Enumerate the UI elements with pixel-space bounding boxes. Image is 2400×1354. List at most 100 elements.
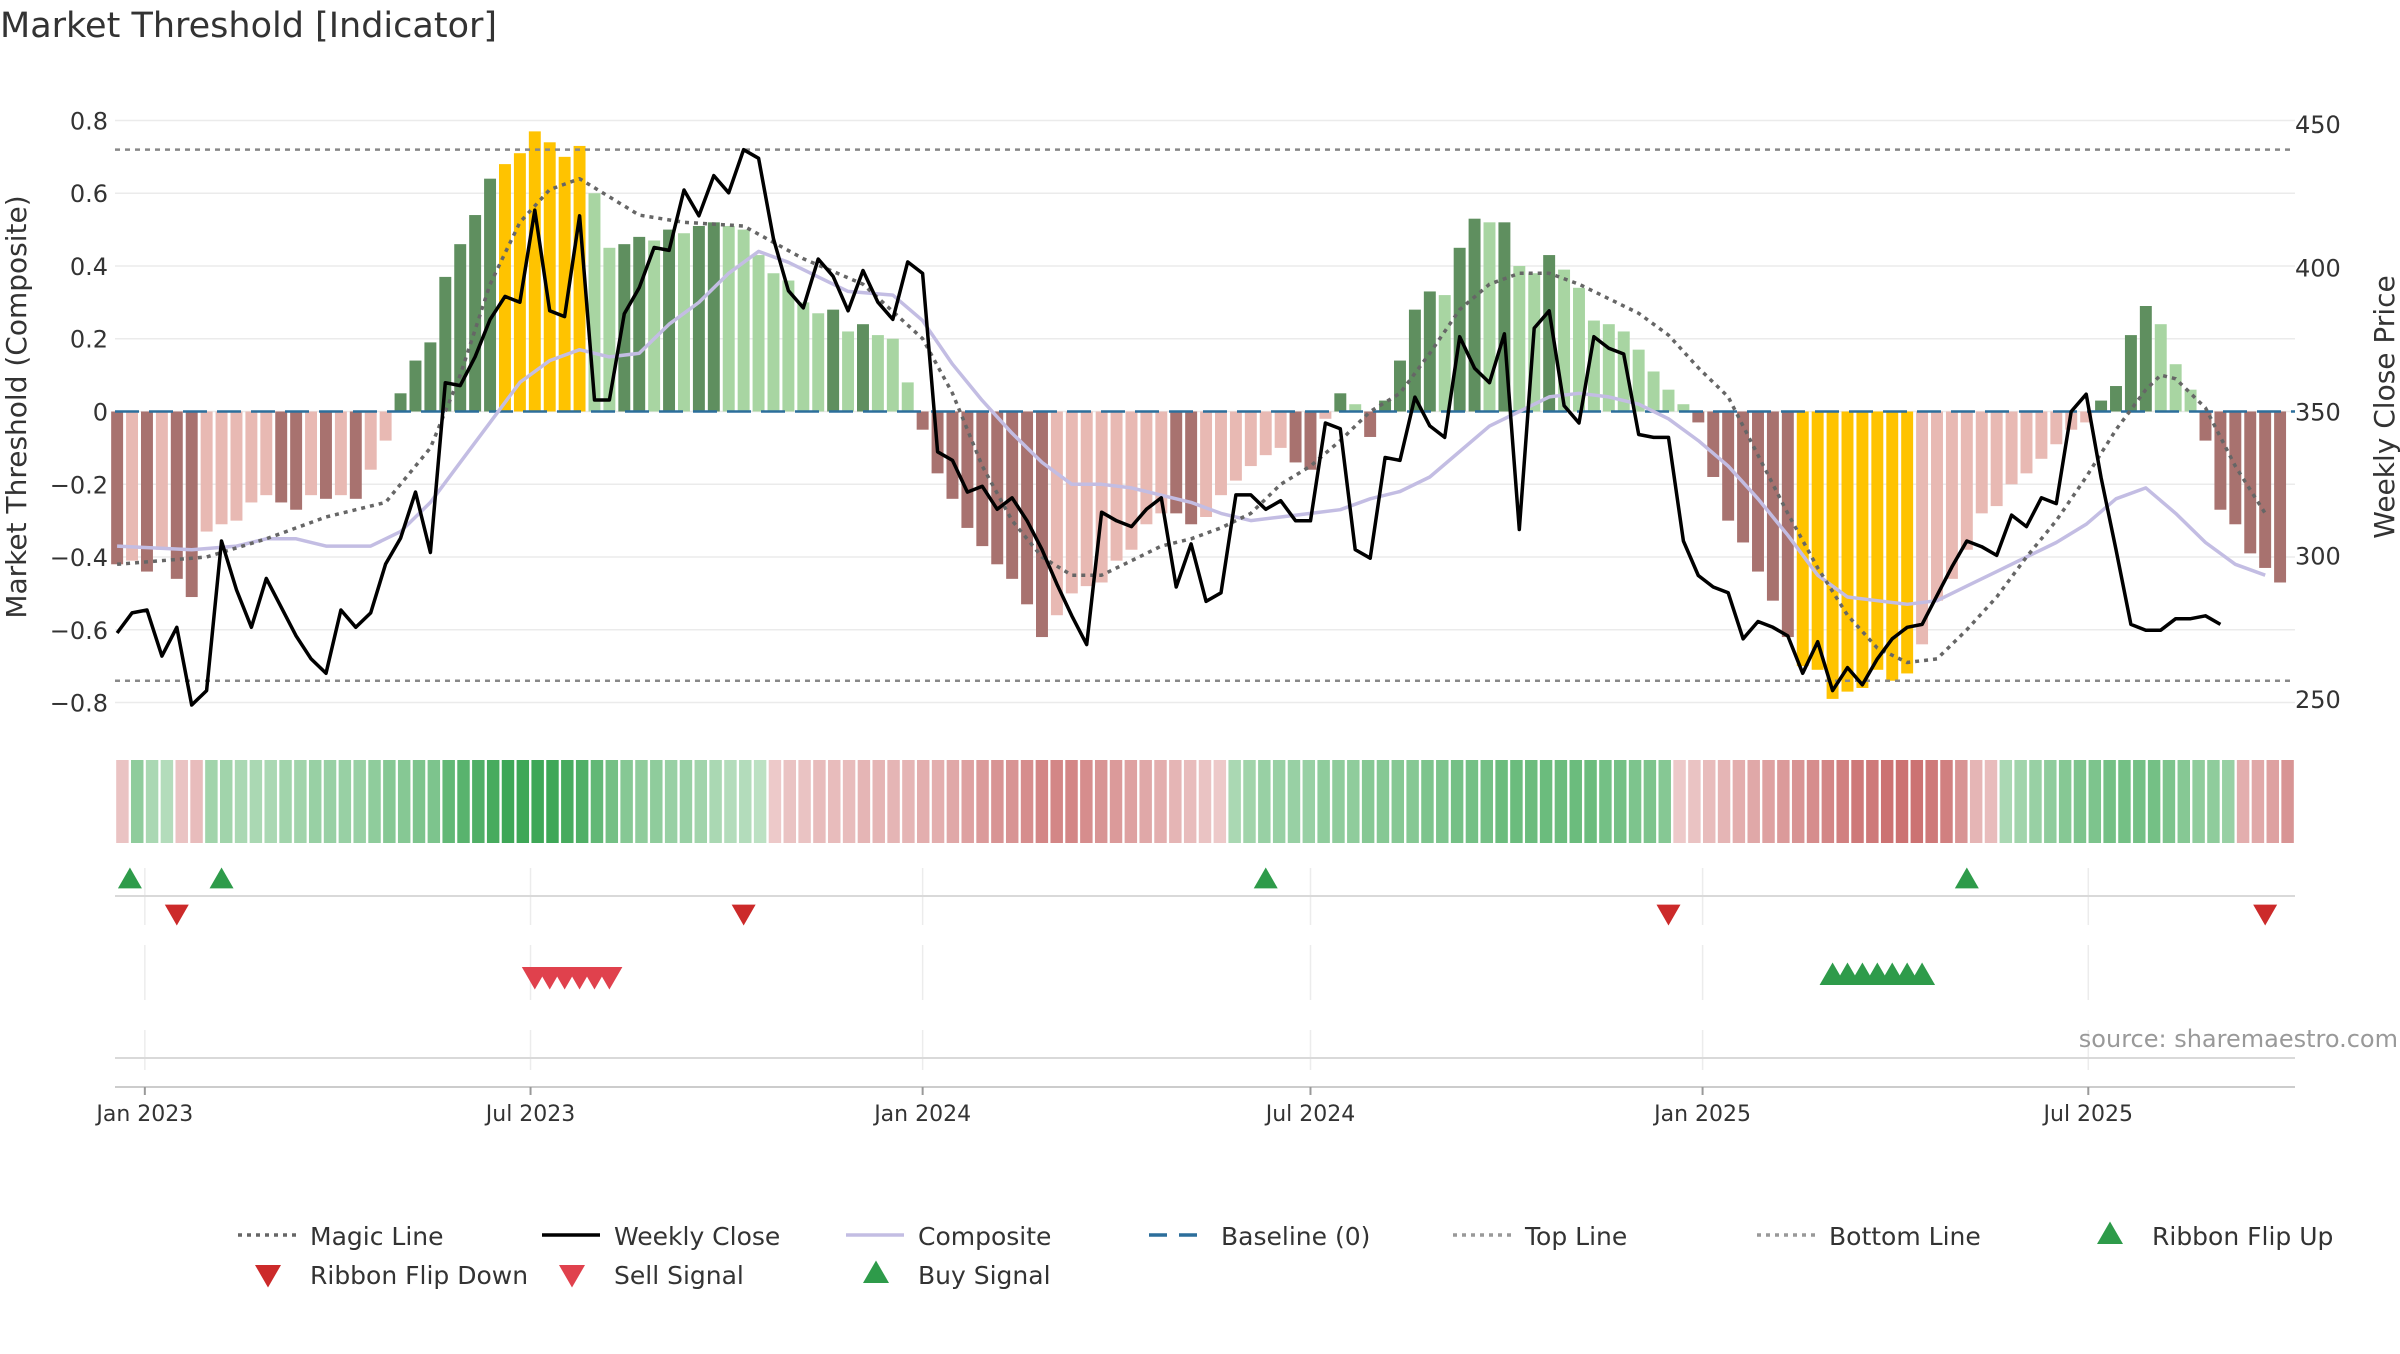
ribbon-cell [709,760,722,843]
ribbon-cell [205,760,218,843]
ribbon-cell [1317,760,1330,843]
composite-bar [2244,411,2257,554]
composite-bar [976,411,989,547]
composite-bar [245,411,258,503]
composite-bar [991,411,1004,565]
composite-bar [469,215,482,412]
ribbon-cell [1465,760,1479,843]
composite-bar [1692,411,1705,423]
composite-bar [1140,411,1153,525]
ribbon-cell [1999,760,2013,843]
composite-bar [1334,393,1347,412]
composite-bar [707,222,720,412]
ribbon-cell [1614,760,1627,843]
ribbon-cell [1421,760,1434,843]
ribbon-cell [116,760,129,843]
ribbon-cell [2088,760,2102,843]
ribbon-cell [902,760,915,843]
y-left-label: Market Threshold (Composite) [0,195,33,618]
composite-line [117,249,2266,607]
ribbon-cell [561,760,574,843]
composite-bar [379,411,392,441]
y-left-tick-label: −0.4 [50,544,108,572]
ribbon-cell [442,760,455,843]
ribbon-cell [664,760,678,843]
composite-bar [111,411,124,565]
composite-bar [1916,411,1929,645]
composite-bar [573,145,586,412]
legend-marker [863,1260,889,1284]
ribbon-cell [1332,760,1345,843]
weekly-close-line [115,147,2222,707]
ribbon-cell [1569,760,1582,843]
composite-bar [528,131,541,412]
legend-item: Sell Signal [559,1261,744,1290]
ribbon-cell [1080,760,1093,843]
composite-bar [1707,411,1720,477]
ribbon-cell [1139,760,1152,843]
ribbon-flip-down-marker [1656,904,1681,926]
y-left-tick-label: 0.4 [70,253,108,281]
ribbon-cell [2162,760,2176,843]
sell-signal-marker [596,966,623,990]
composite-bar [2259,411,2272,568]
ribbon-cell [1020,760,1034,843]
composite-bar [185,411,198,598]
ribbon-cell [783,760,796,843]
composite-bar [424,342,437,412]
composite-bar [1752,411,1764,572]
ribbon-cell [1109,760,1123,843]
ribbon-cell [1584,760,1597,843]
ribbon-cell [1154,760,1167,843]
composite-bar [1945,411,1958,579]
composite-bar [484,178,497,412]
composite-bar [439,276,452,412]
composite-bar [1155,411,1168,514]
ribbon-cell [946,760,960,843]
composite-bar [2020,411,2033,474]
composite-bars [111,131,2287,699]
composite-bar [1006,411,1019,579]
composite-bar [946,411,959,499]
ribbon-flip-down-marker [731,904,756,926]
composite-bar [1841,411,1854,692]
ribbon-cell [724,760,737,843]
ribbon-cell [2281,760,2294,843]
ribbon-cell [1806,760,1820,843]
composite-bar [797,302,810,412]
legend-label: Buy Signal [918,1261,1051,1290]
ribbon-cell [2251,760,2265,843]
composite-bar [1990,411,2003,507]
composite-bar [633,236,646,412]
composite-bar [2050,411,2063,445]
composite-bar [2139,306,2152,412]
composite-bar [1826,411,1839,699]
ribbon-flip-down-marker [2253,904,2278,926]
ribbon-cell [1302,760,1316,843]
ribbon-cell [2192,760,2205,843]
composite-bar [1259,411,1272,456]
ribbon-cell [1183,760,1197,843]
composite-bar [1170,411,1183,514]
legend-label: Ribbon Flip Up [2152,1222,2333,1251]
ribbon-cell [323,760,337,843]
ribbon-cell [427,760,441,843]
ribbon-cell [1035,760,1049,843]
y-right-tick-label: 350 [2295,399,2341,427]
ribbon-cell [1628,760,1642,843]
ribbon-cell [1065,760,1078,843]
legend: Magic Line Weekly Close Composite Baseline … [238,1221,2333,1290]
composite-bar [2124,335,2137,412]
ribbon-cell [2133,760,2146,843]
composite-bar [1215,411,1227,496]
composite-bar [275,411,288,503]
ribbon-cell [753,760,767,843]
composite-bar [1200,411,1213,517]
ribbon-cell [620,760,633,843]
composite-bar [1781,411,1794,638]
ribbon-cell [175,760,188,843]
ribbon-cell [1169,760,1182,843]
ribbon-cell [1955,760,1968,843]
ribbon-cell [2236,760,2250,843]
